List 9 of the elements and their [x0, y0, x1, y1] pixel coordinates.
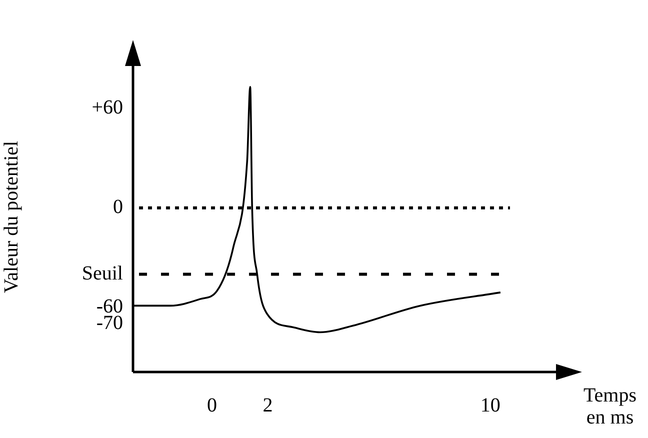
y-tick-label: Seuil — [82, 262, 124, 284]
x-tick-label: 0 — [207, 394, 218, 416]
y-tick-label: -70 — [96, 312, 123, 334]
y-tick-label: +60 — [92, 96, 123, 119]
x-tick-label: 10 — [480, 394, 500, 416]
y-axis-title: Valeur du potentiel — [0, 140, 22, 294]
x-axis-title: Temps en ms — [583, 384, 637, 428]
x-tick-label: 2 — [262, 394, 273, 416]
y-tick-label: 0 — [113, 196, 123, 218]
